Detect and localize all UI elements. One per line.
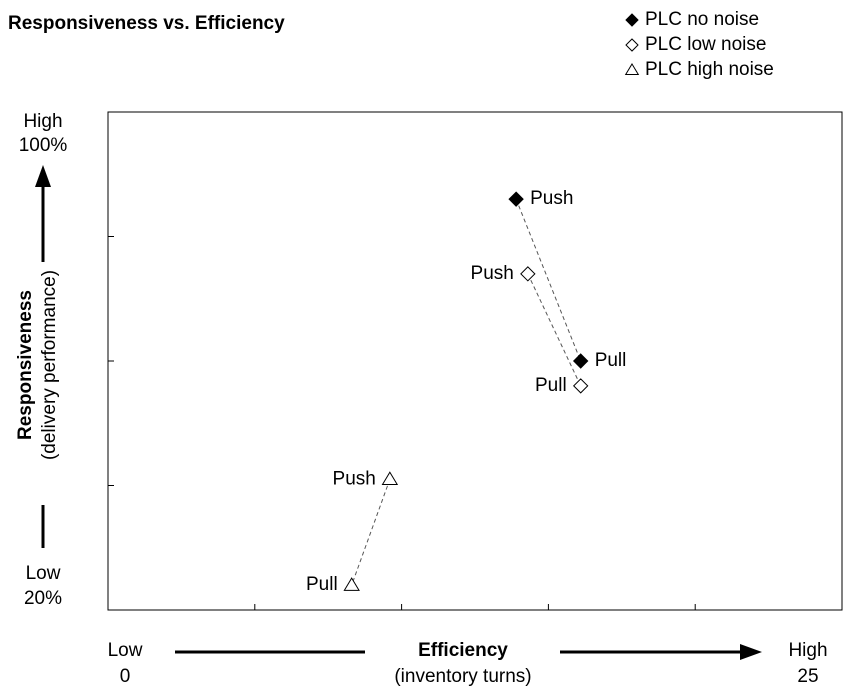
point — [572, 378, 589, 394]
legend-marker — [625, 13, 639, 27]
y-min-label: 20% — [24, 588, 62, 609]
x-arrow-head — [740, 644, 762, 660]
x-axis-subtitle: (inventory turns) — [394, 666, 531, 687]
y-low-word: Low — [26, 563, 61, 584]
y-max-label: 100% — [19, 135, 68, 156]
y-axis-title: Responsiveness — [15, 290, 36, 440]
point — [520, 266, 536, 282]
point-label: Pull — [535, 375, 567, 396]
legend-label: PLC high noise — [645, 59, 774, 80]
legend-marker — [625, 38, 639, 52]
plot-area — [107, 111, 843, 611]
point-label: Pull — [595, 350, 627, 371]
y-axis-subtitle: (delivery performance) — [39, 270, 60, 460]
connector — [515, 198, 582, 362]
point-label: Pull — [306, 574, 338, 595]
point-label: Push — [333, 468, 376, 489]
x-axis-title: Efficiency — [418, 640, 508, 661]
x-max-label: 25 — [797, 666, 818, 687]
y-arrow-head — [35, 165, 51, 187]
x-low-word: Low — [108, 640, 143, 661]
point — [508, 191, 524, 207]
legend-marker — [624, 63, 640, 75]
point-label: Push — [471, 263, 514, 284]
chart-title: Responsiveness vs. Efficiency — [8, 13, 285, 34]
connector — [351, 479, 391, 586]
x-high-word: High — [788, 640, 827, 661]
point — [572, 353, 589, 369]
legend-label: PLC no noise — [645, 9, 759, 30]
point-label: Push — [530, 188, 573, 209]
x-min-label: 0 — [120, 666, 131, 687]
connector — [527, 273, 582, 387]
point — [343, 577, 360, 591]
y-high-word: High — [23, 111, 62, 132]
legend-label: PLC low noise — [645, 34, 766, 55]
point — [381, 471, 399, 486]
